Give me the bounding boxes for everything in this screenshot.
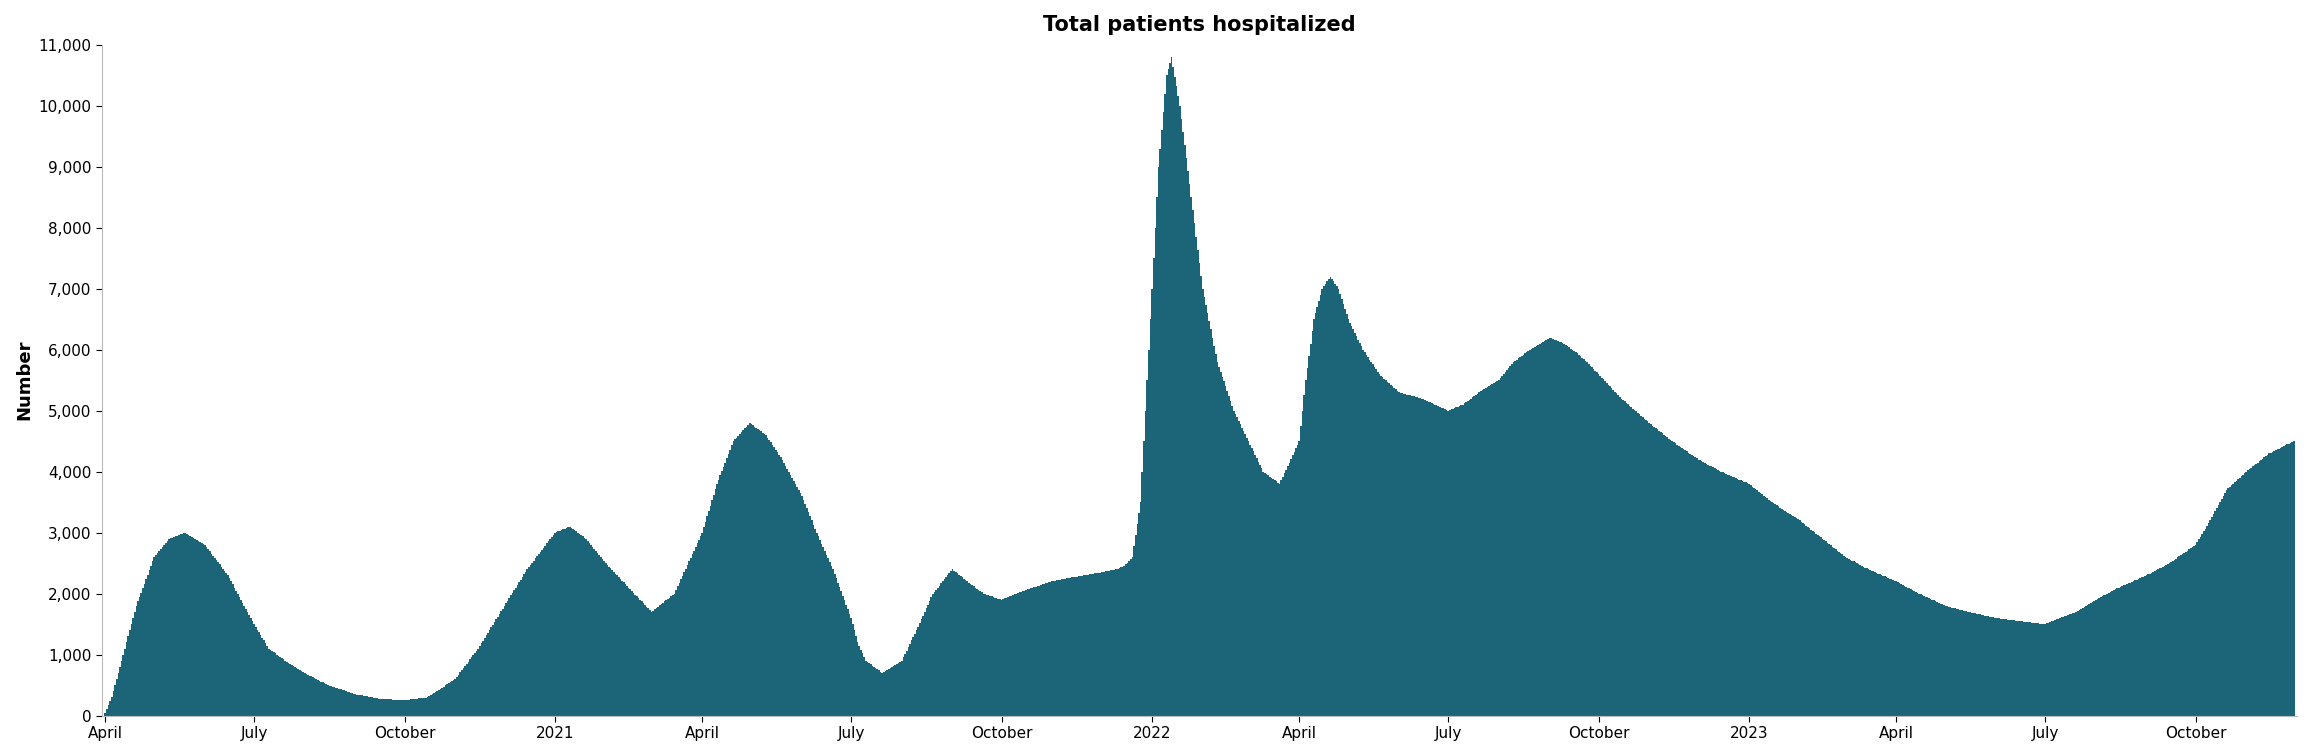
Title: Total patients hospitalized: Total patients hospitalized: [1043, 15, 1355, 35]
Y-axis label: Number: Number: [14, 340, 32, 420]
